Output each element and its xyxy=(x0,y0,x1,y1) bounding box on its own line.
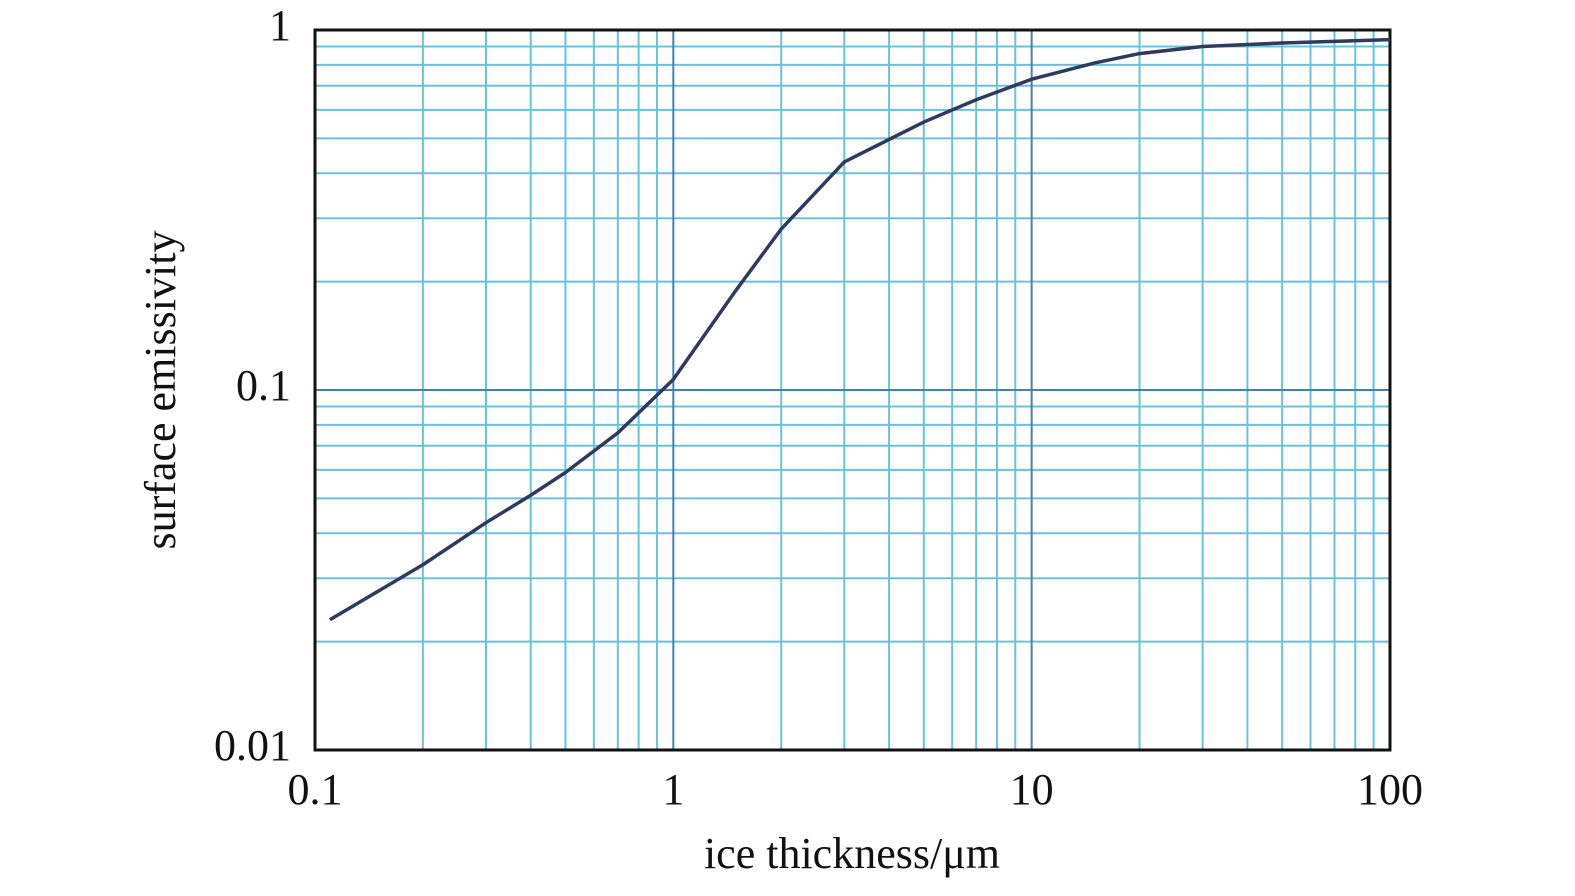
data-line xyxy=(328,37,1391,622)
x-tick-label: 100 xyxy=(1357,765,1423,814)
y-tick-label: 0.1 xyxy=(236,361,291,410)
plot-frame xyxy=(313,28,1392,752)
x-tick-label: 1 xyxy=(662,765,684,814)
x-tick-label: 0.1 xyxy=(288,765,343,814)
x-tick-label: 10 xyxy=(1010,765,1054,814)
y-tick-label: 0.01 xyxy=(214,721,291,770)
x-axis-label: ice thickness/μm xyxy=(704,829,1000,878)
y-tick-label: 1 xyxy=(269,1,291,50)
y-axis-label: surface emissivity xyxy=(136,231,185,550)
